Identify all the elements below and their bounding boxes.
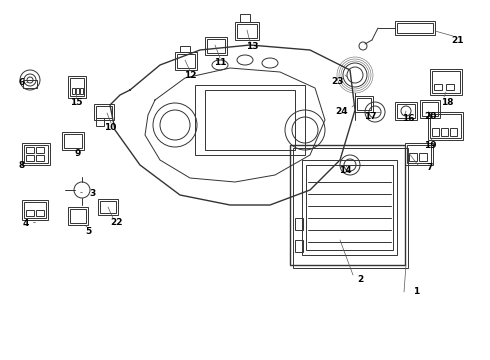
- Bar: [290, 145, 405, 265]
- Bar: [295, 240, 303, 252]
- Bar: [26, 147, 34, 153]
- Bar: [355, 96, 373, 112]
- Text: 7: 7: [427, 162, 433, 171]
- Bar: [237, 24, 257, 38]
- Bar: [395, 21, 435, 35]
- Bar: [395, 102, 417, 120]
- Bar: [430, 69, 462, 95]
- Text: 10: 10: [104, 122, 116, 131]
- Bar: [235, 22, 259, 40]
- Bar: [72, 88, 75, 94]
- Bar: [80, 88, 83, 94]
- Text: 1: 1: [413, 288, 419, 297]
- Bar: [428, 112, 463, 140]
- Text: 2: 2: [357, 275, 363, 284]
- Bar: [419, 153, 427, 161]
- Bar: [24, 202, 46, 218]
- Bar: [446, 84, 454, 90]
- Bar: [434, 84, 442, 90]
- Bar: [100, 201, 116, 213]
- Bar: [405, 143, 433, 165]
- Bar: [293, 148, 408, 268]
- Bar: [177, 54, 195, 68]
- Text: 24: 24: [336, 107, 348, 116]
- Bar: [432, 128, 439, 136]
- Bar: [240, 14, 250, 22]
- Bar: [96, 118, 104, 126]
- Bar: [96, 106, 112, 118]
- Text: 14: 14: [339, 166, 351, 175]
- Bar: [205, 37, 227, 55]
- Bar: [195, 85, 305, 155]
- Text: 9: 9: [75, 149, 81, 158]
- Bar: [397, 104, 415, 118]
- Bar: [422, 102, 438, 116]
- Bar: [432, 71, 460, 93]
- Text: 17: 17: [364, 112, 376, 121]
- Text: 11: 11: [214, 58, 226, 67]
- Bar: [36, 147, 44, 153]
- Bar: [205, 90, 295, 150]
- Text: 6: 6: [19, 77, 25, 86]
- Text: 19: 19: [424, 140, 436, 149]
- Text: 5: 5: [85, 228, 91, 237]
- Bar: [76, 88, 79, 94]
- Bar: [68, 76, 86, 98]
- Bar: [302, 160, 397, 255]
- Bar: [180, 46, 190, 52]
- Text: 21: 21: [451, 36, 463, 45]
- Text: 8: 8: [19, 161, 25, 170]
- Bar: [98, 199, 118, 215]
- Text: 20: 20: [424, 112, 436, 121]
- Text: 4: 4: [23, 219, 29, 228]
- Bar: [22, 200, 48, 220]
- Bar: [70, 209, 86, 223]
- Text: 22: 22: [110, 217, 122, 226]
- Bar: [409, 153, 417, 161]
- Bar: [64, 134, 82, 148]
- Text: 13: 13: [246, 41, 258, 50]
- Bar: [175, 52, 197, 70]
- Bar: [70, 78, 84, 96]
- Bar: [295, 218, 303, 230]
- Bar: [22, 143, 50, 165]
- Bar: [407, 145, 431, 163]
- Text: 3: 3: [89, 189, 95, 198]
- Bar: [397, 23, 433, 33]
- Text: 15: 15: [70, 98, 82, 107]
- Bar: [94, 104, 114, 120]
- Bar: [441, 128, 448, 136]
- Bar: [420, 100, 440, 118]
- Bar: [207, 39, 225, 53]
- Text: 12: 12: [184, 71, 196, 80]
- Text: 16: 16: [402, 113, 414, 122]
- Bar: [450, 128, 457, 136]
- Bar: [24, 145, 48, 163]
- Bar: [26, 155, 34, 161]
- Bar: [26, 210, 34, 216]
- Bar: [357, 98, 371, 110]
- Bar: [306, 165, 393, 250]
- Bar: [430, 114, 461, 138]
- Bar: [36, 210, 44, 216]
- Text: 18: 18: [441, 98, 453, 107]
- Bar: [68, 207, 88, 225]
- Bar: [23, 80, 37, 88]
- Text: 23: 23: [331, 77, 343, 86]
- Bar: [62, 132, 84, 150]
- Bar: [36, 155, 44, 161]
